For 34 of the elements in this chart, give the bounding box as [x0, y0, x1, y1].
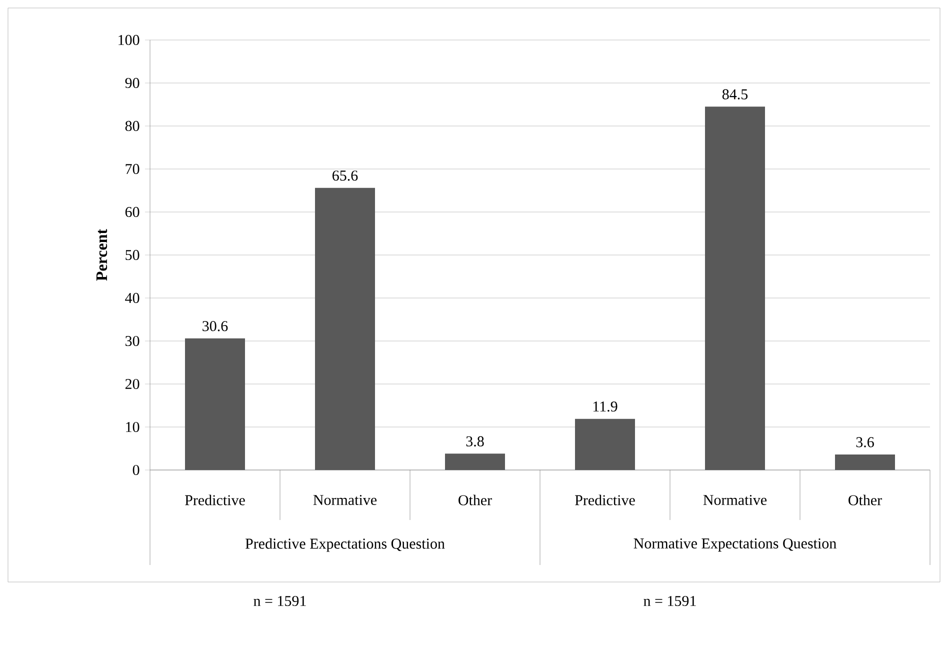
- y-tick-label: 30: [126, 336, 140, 346]
- x-tick-label: Predictive: [575, 494, 635, 506]
- x-tick-label: Normative: [313, 494, 377, 506]
- data-label: 84.5: [722, 89, 748, 100]
- bar: [445, 454, 506, 470]
- text: Normative Expectations Question: [634, 538, 836, 552]
- data-label: 3.8: [466, 436, 484, 446]
- text: n = 1591: [644, 596, 696, 606]
- y-tick-label: 0: [132, 464, 140, 476]
- bar: [315, 188, 376, 470]
- data-label: 65.6: [332, 170, 358, 181]
- data-label: 30.6: [202, 321, 228, 332]
- data-label: 3.6: [856, 437, 874, 448]
- bar: [185, 338, 245, 470]
- y-tick-label: 10: [126, 422, 140, 432]
- y-axis-title: Percent: [96, 229, 108, 281]
- y-tick-label: 90: [125, 78, 140, 88]
- y-tick-label: 60: [125, 206, 140, 218]
- y-tick-label: 50: [126, 250, 140, 260]
- y-tick-label: 100: [118, 34, 140, 46]
- data-label: 11.9: [593, 401, 618, 412]
- bar: [705, 106, 766, 470]
- bar: [835, 454, 896, 470]
- y-tick-label: 40: [125, 292, 140, 304]
- text: n = 1591: [254, 596, 306, 606]
- y-tick-label: 70: [126, 164, 140, 174]
- y-tick-label: 80: [125, 120, 140, 132]
- y-tick-label: 20: [125, 378, 140, 390]
- x-tick-label: Other: [848, 494, 882, 506]
- x-tick-label: Other: [458, 494, 492, 506]
- x-tick-label: Predictive: [185, 494, 245, 506]
- text: Predictive Expectations Question: [245, 538, 445, 552]
- x-tick-label: Normative: [703, 494, 767, 506]
- bar: [575, 418, 636, 470]
